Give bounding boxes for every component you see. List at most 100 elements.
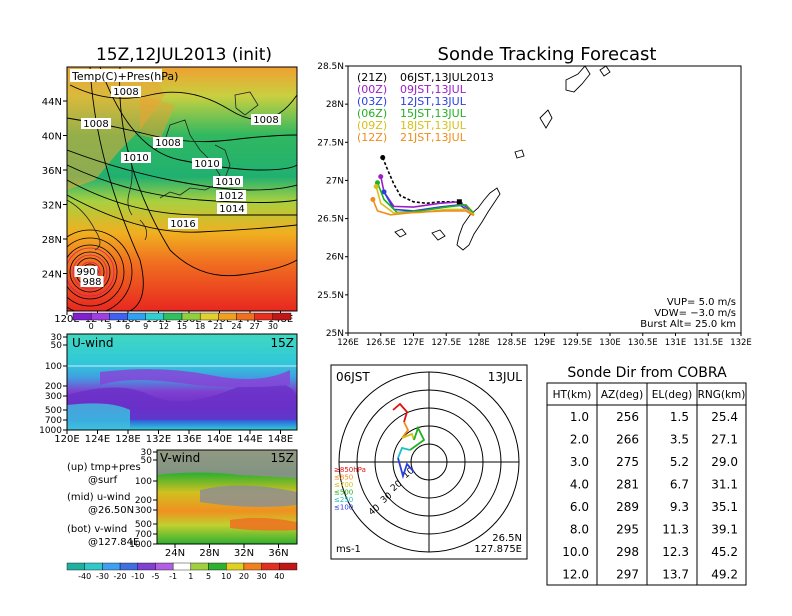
temp-colorbar: 0 3 6 9 12 15 18 21 24 27 30 xyxy=(72,312,292,331)
table-cell: 9.3 xyxy=(670,500,689,514)
table-cell: 275 xyxy=(616,455,639,469)
wind-colorbar-cell xyxy=(279,562,298,571)
temp-colorbar-label: 6 xyxy=(125,322,130,331)
u-wind-x-label: 128E xyxy=(115,434,140,445)
track-lat-label: 25.5N xyxy=(317,291,344,301)
temp-colorbar-cell xyxy=(72,312,92,321)
v-wind-y-label: 300 xyxy=(135,506,152,516)
table-cell: 35.1 xyxy=(711,500,738,514)
wind-colorbar-cell xyxy=(84,562,103,571)
map-lat-label: 32N xyxy=(42,201,62,212)
track-launch-point xyxy=(373,184,379,190)
v-wind-y-label: 50 xyxy=(141,456,153,466)
track-legend-text: 09JST,13JUL xyxy=(400,83,467,96)
wind-colorbar-cell xyxy=(66,562,85,571)
polar-level-label: ≤250 xyxy=(334,496,353,504)
track-lon-label: 128.5E xyxy=(497,338,527,348)
track-lat-label: 27.5N xyxy=(317,138,344,148)
table-cell: 6.0 xyxy=(570,500,589,514)
isobar-label: 1012 xyxy=(218,191,243,202)
track-launch-point xyxy=(370,197,376,202)
u-wind-x-label: 124E xyxy=(85,434,110,445)
u-wind-x-label: 144E xyxy=(237,434,262,445)
v-wind-x-label: 32N xyxy=(234,548,254,559)
table-header-cell: EL(deg) xyxy=(652,389,692,401)
map-lat-label: 36N xyxy=(42,166,62,177)
isobar-label: 1010 xyxy=(215,177,240,188)
wind-colorbar-cell xyxy=(208,562,227,571)
table-cell: 297 xyxy=(616,568,639,582)
table-cell: 3.0 xyxy=(570,455,589,469)
table-cell: 6.7 xyxy=(670,478,689,492)
map-title: 15Z,12JUL2013 (init) xyxy=(96,45,272,65)
track-series xyxy=(370,155,475,217)
isobar-label: 1008 xyxy=(113,87,138,98)
map-lon-label: 120E xyxy=(54,314,79,325)
track-launch-point xyxy=(381,189,387,195)
wind-colorbar-cell xyxy=(261,562,280,571)
track-lon-label: 129.5E xyxy=(562,338,592,348)
track-legend-text: 18JST,13JUL xyxy=(400,119,467,132)
hodograph-segment xyxy=(401,421,410,439)
temp-colorbar-label: 12 xyxy=(159,322,169,331)
u-wind-x-label: 148E xyxy=(268,434,293,445)
track-legend-text: 06JST,13JUL2013 xyxy=(400,71,494,84)
u-wind-y-label: 1000 xyxy=(39,426,62,436)
track-lon-label: 127.5E xyxy=(431,338,461,348)
polar-lat: 26.5N xyxy=(492,533,522,544)
isobar-label-bg xyxy=(217,203,247,214)
u-wind-y-label: 300 xyxy=(45,392,62,402)
polar-time-label: 06JST xyxy=(336,370,370,384)
isobar-label-bg xyxy=(121,152,151,163)
wind-colorbar-cell xyxy=(119,562,138,571)
panel-legend-line: (up) tmp+pres xyxy=(67,462,141,473)
wind-colorbar-cell xyxy=(190,562,209,571)
u-wind-y-label: 500 xyxy=(45,406,62,416)
isobar-label-bg xyxy=(251,114,281,125)
wind-colorbar-cell xyxy=(172,562,192,571)
isobar-label: 1008 xyxy=(83,119,108,130)
temp-colorbar-cell xyxy=(254,312,274,321)
wind-colorbar-label: 40 xyxy=(274,572,284,581)
track-lon-label: 126E xyxy=(337,338,359,348)
track-lon-label: 129E xyxy=(534,338,556,348)
track-legend-text: 12JST,13JUL xyxy=(400,95,467,108)
panel-legend-line: (bot) v-wind xyxy=(67,524,127,535)
temp-colorbar-cell xyxy=(109,312,128,321)
panel-legend-sub: @surf xyxy=(88,475,118,486)
table-cell: 266 xyxy=(616,433,639,447)
table-header-cell: RNG(km) xyxy=(698,389,746,401)
track-line xyxy=(383,191,473,214)
temp-colorbar-label: 3 xyxy=(107,322,112,331)
track-lon-label: 131E xyxy=(665,338,687,348)
isobar-label: 1008 xyxy=(253,115,278,126)
track-lon-label: 130.5E xyxy=(628,338,658,348)
u-wind-y-label: 700 xyxy=(45,416,62,426)
table-cell: 13.7 xyxy=(662,568,689,582)
track-launch-point xyxy=(378,174,384,180)
isobar-label-bg xyxy=(192,158,222,169)
isobar-label-bg xyxy=(216,190,246,201)
wind-colorbar-label: -1 xyxy=(169,572,177,581)
track-line xyxy=(372,199,475,217)
table-cell: 3.5 xyxy=(670,433,689,447)
track-lat-ticks: 28.5N 28N 27.5N 27N 26.5N 26N 25.5N 25N xyxy=(317,62,348,339)
wind-colorbar-label: 10 xyxy=(221,572,231,581)
polar-level-legend: ≥850hPa≤850≤700≤500≤250≤100 xyxy=(334,466,366,512)
isobar-label-bg xyxy=(168,218,198,229)
wind-colorbar-label: 20 xyxy=(239,572,249,581)
table-cell: 12.3 xyxy=(662,545,689,559)
isobar-label-bg xyxy=(80,276,104,287)
panel-legend-sub: @127.84E xyxy=(88,537,139,548)
table-cell: 1.5 xyxy=(670,410,689,424)
table-cell: 45.2 xyxy=(711,545,738,559)
track-legend: (21Z) 06JST,13JUL2013 (00Z) 09JST,13JUL (03Z… xyxy=(357,71,494,144)
table-cell: 49.2 xyxy=(711,568,738,582)
table-header-cell: AZ(deg) xyxy=(601,389,643,401)
temp-colorbar-label: 24 xyxy=(231,322,241,331)
hodograph-segment xyxy=(392,402,409,423)
